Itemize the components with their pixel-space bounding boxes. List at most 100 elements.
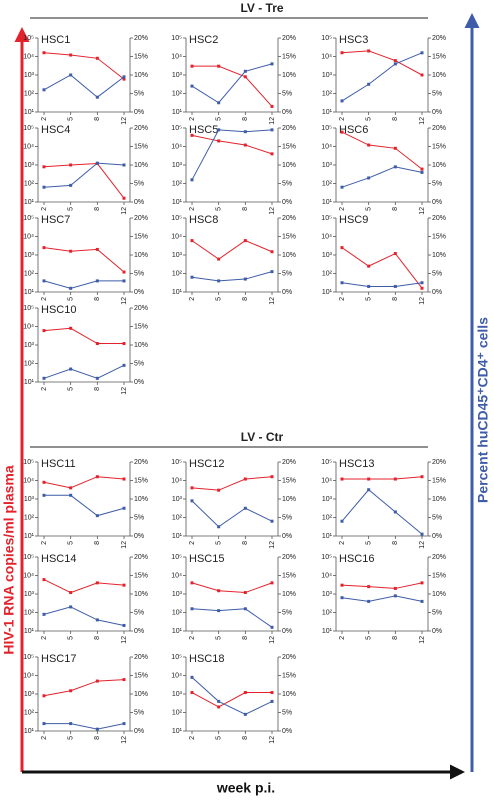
x-tick-label: 12	[121, 117, 128, 125]
point	[217, 64, 221, 68]
y2-tick-label: 0%	[282, 109, 292, 116]
y-tick-label: 10⁴	[171, 143, 182, 150]
y-tick-label: 10⁵	[171, 459, 182, 466]
y-tick-label: 10¹	[24, 379, 35, 386]
y-tick-label: 10¹	[172, 109, 183, 116]
point	[420, 281, 424, 285]
x-tick-label: 12	[269, 541, 276, 549]
point	[243, 69, 247, 73]
y-tick-label: 10⁵	[321, 125, 332, 132]
x-tick-label: 12	[121, 736, 128, 744]
point	[393, 477, 397, 481]
point	[340, 51, 344, 55]
y2-tick-label: 0%	[134, 533, 144, 540]
point	[217, 101, 221, 105]
y2-tick-label: 10%	[432, 252, 446, 259]
y-tick-label: 10³	[172, 496, 183, 503]
y2-tick-label: 0%	[432, 628, 442, 635]
chart-title: HSC14	[41, 553, 76, 565]
point	[95, 279, 99, 283]
x-tick-label: 2	[41, 207, 48, 211]
x-tick-label: 5	[366, 207, 373, 211]
y2-tick-label: 0%	[432, 289, 442, 296]
point	[340, 99, 344, 103]
point	[42, 612, 46, 616]
point	[122, 722, 126, 726]
y2-tick-label: 10%	[432, 496, 446, 503]
point	[217, 488, 221, 492]
y-tick-label: 10⁴	[321, 477, 332, 484]
y-tick-label: 10³	[172, 72, 183, 79]
point	[367, 176, 371, 180]
x-tick-label: 12	[419, 117, 426, 125]
chart-title: HSC5	[189, 124, 218, 136]
y2-tick-label: 10%	[282, 252, 296, 259]
point	[420, 475, 424, 479]
y-tick-label: 10⁴	[23, 672, 34, 679]
y-axis-title: HIV-1 RNA copies/ml plasma	[1, 465, 17, 655]
y2-tick-label: 5%	[432, 90, 442, 97]
point	[393, 59, 397, 63]
y-tick-label: 10⁵	[321, 554, 332, 561]
x-tick-label: 12	[419, 297, 426, 305]
point	[367, 264, 371, 268]
y-tick-label: 10²	[24, 514, 35, 521]
y2-tick-label: 15%	[432, 477, 446, 484]
y-tick-label: 10³	[322, 591, 333, 598]
chart-title: HSC15	[189, 553, 224, 565]
y-tick-label: 10⁵	[321, 35, 332, 42]
y2-tick-label: 20%	[134, 654, 148, 661]
x-tick-label: 8	[392, 636, 399, 640]
y2-tick-label: 10%	[432, 591, 446, 598]
point	[420, 73, 424, 77]
point	[122, 623, 126, 627]
point	[217, 128, 221, 132]
point	[122, 270, 126, 274]
y2-tick-label: 10%	[134, 162, 148, 169]
y-tick-label: 10²	[172, 609, 183, 616]
chart-title: HSC13	[339, 458, 374, 470]
point	[95, 514, 99, 518]
y-tick-label: 10⁵	[171, 654, 182, 661]
series-line	[43, 163, 125, 199]
y2-tick-label: 5%	[134, 360, 144, 367]
series-line	[342, 476, 423, 480]
y-tick-label: 10³	[322, 252, 333, 259]
y2-tick-label: 5%	[432, 270, 442, 277]
y-tick-label: 10⁵	[171, 35, 182, 42]
series-line	[341, 131, 423, 170]
y2-tick-label: 20%	[134, 125, 148, 132]
y-tick-label: 10⁴	[23, 572, 34, 579]
x-tick-label: 12	[419, 636, 426, 644]
x-tick-label: 8	[242, 117, 249, 121]
series-line	[341, 52, 423, 102]
point	[122, 583, 126, 587]
y-tick-label: 10⁴	[321, 53, 332, 60]
chart-title: HSC3	[339, 34, 368, 46]
point	[42, 578, 46, 582]
x-tick-label: 12	[269, 117, 276, 125]
point	[340, 281, 344, 285]
series-line	[191, 63, 273, 104]
point	[367, 284, 371, 288]
point	[270, 475, 274, 479]
y-tick-label: 10⁵	[23, 459, 34, 466]
y-tick-label: 10¹	[172, 289, 183, 296]
y2-tick-label: 5%	[282, 270, 292, 277]
x-tick-label: 5	[216, 541, 223, 545]
point	[190, 84, 194, 88]
y-tick-label: 10¹	[322, 289, 333, 296]
group-title: LV - Ctr	[241, 430, 284, 444]
y-tick-label: 10⁴	[171, 53, 182, 60]
y2-tick-label: 20%	[282, 125, 296, 132]
point	[420, 167, 424, 171]
point	[95, 376, 99, 380]
series-line	[43, 327, 124, 345]
y-tick-label: 10⁵	[171, 125, 182, 132]
x-tick-label: 5	[216, 636, 223, 640]
x-tick-label: 12	[269, 207, 276, 215]
y-tick-label: 10²	[24, 709, 35, 716]
y2-tick-label: 15%	[134, 53, 148, 60]
point	[95, 247, 99, 251]
